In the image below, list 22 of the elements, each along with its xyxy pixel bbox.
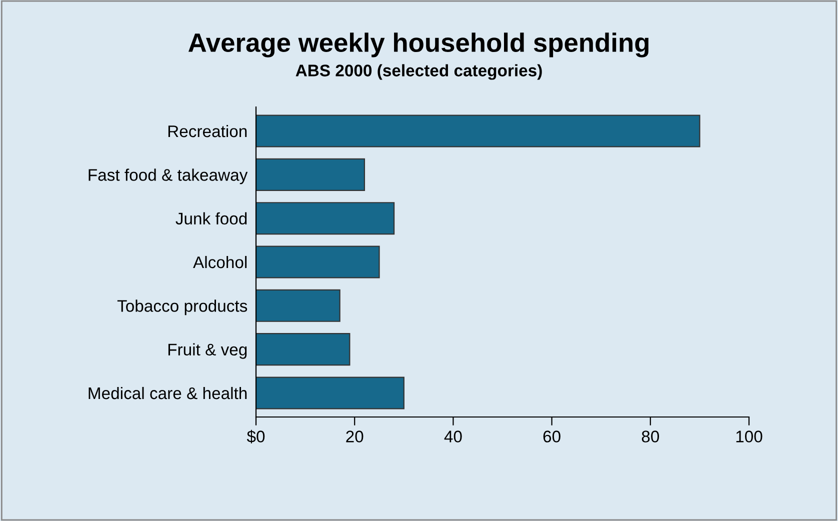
- y-tick-label: Medical care & health: [88, 386, 247, 400]
- bar: [256, 158, 366, 191]
- bar: [256, 289, 340, 322]
- y-tick-label: Junk food: [176, 212, 247, 225]
- y-tick-label: Recreation: [168, 124, 247, 138]
- x-tick-label: 40: [444, 430, 462, 442]
- y-tick-label: Fruit & veg: [168, 343, 247, 359]
- x-tick-label: $0: [246, 430, 265, 444]
- y-tick-label: Tobacco products: [117, 300, 248, 316]
- y-tick-label: Alcohol: [193, 256, 247, 268]
- chart-title: Average weekly household spending: [188, 32, 648, 58]
- y-tick-label: Fast food & takeaway: [88, 168, 248, 184]
- x-tick-label: 100: [736, 430, 762, 442]
- bar: [256, 376, 404, 410]
- x-tick-label: 60: [543, 430, 560, 442]
- x-tick-label: 80: [642, 430, 660, 442]
- bar: [256, 114, 700, 148]
- bar: [256, 246, 380, 278]
- x-tick-label: 20: [346, 430, 364, 442]
- chart-subtitle: ABS 2000 (selected categories): [296, 64, 542, 80]
- bar: [256, 202, 395, 235]
- bar: [256, 333, 350, 366]
